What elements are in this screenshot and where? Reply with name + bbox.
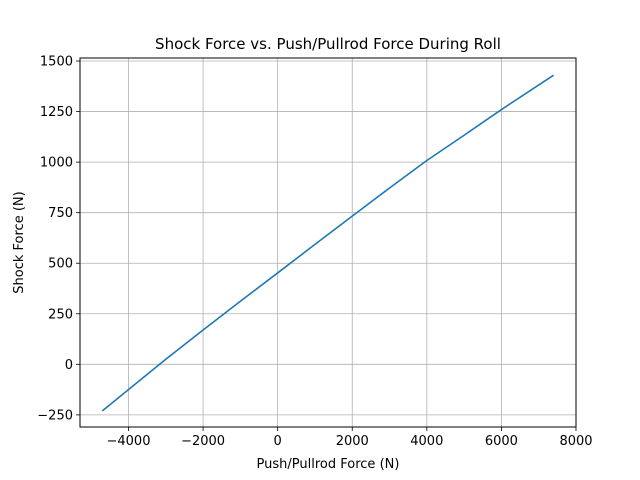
grid-lines <box>80 58 577 427</box>
x-tick-label: 8000 <box>559 434 592 449</box>
x-tick-label: 2000 <box>336 434 369 449</box>
series-line-0 <box>101 74 555 412</box>
plot-area-frame <box>79 57 577 428</box>
y-tick-label: 1500 <box>40 55 73 70</box>
y-tick-label: 250 <box>48 307 73 322</box>
axis-ticks: −4000 −2000 0 2000 4000 6000 8000 −250 0 250 500 75… <box>37 55 592 449</box>
y-tick-label: 1000 <box>40 156 73 171</box>
y-tick-label: 1250 <box>40 105 73 120</box>
y-tick-label: 0 <box>65 358 73 373</box>
x-tick-label: 0 <box>274 434 282 449</box>
x-tick-label: 6000 <box>485 434 518 449</box>
x-tick-label: −4000 <box>106 434 150 449</box>
y-axis-label: Shock Force (N) <box>12 191 27 293</box>
x-tick-label: 4000 <box>410 434 443 449</box>
chart-title: Shock Force vs. Push/Pullrod Force Durin… <box>155 35 501 53</box>
y-tick-label: 750 <box>48 206 73 221</box>
x-axis-label: Push/Pullrod Force (N) <box>257 457 400 472</box>
series-layer <box>101 74 555 412</box>
x-tick-label: −2000 <box>181 434 225 449</box>
y-tick-label: −250 <box>37 408 73 423</box>
y-tick-label: 500 <box>48 257 73 272</box>
